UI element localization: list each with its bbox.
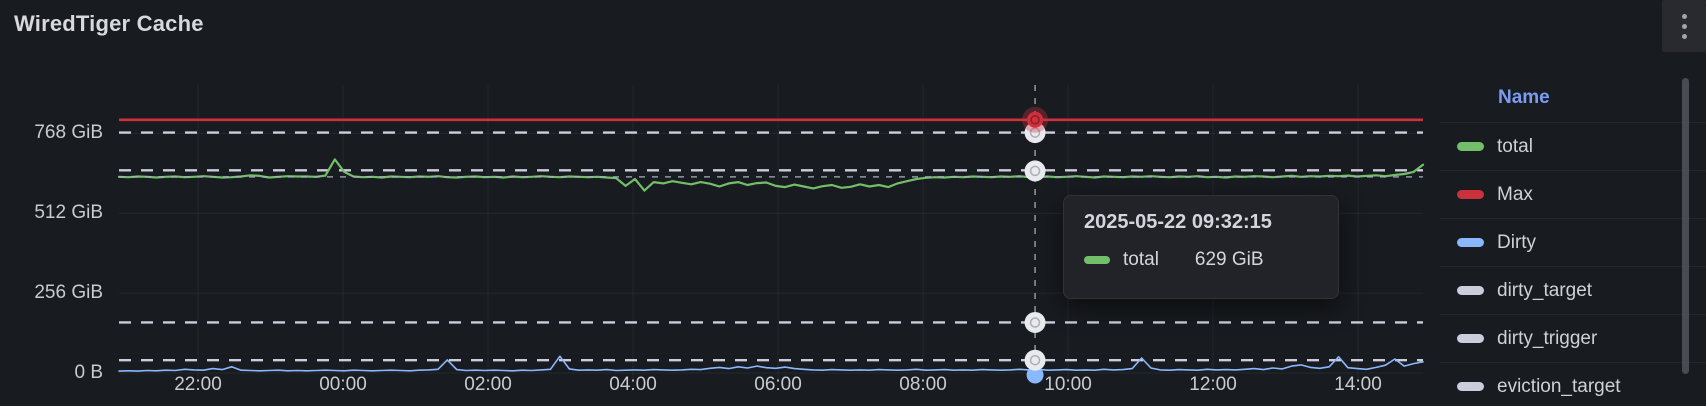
legend-scrollbar[interactable] [1682,78,1689,374]
y-tick-label: 256 GiB [34,282,103,304]
kebab-vertical-icon [1681,13,1687,39]
cursor-point-dirty [1026,366,1044,384]
legend-item-eviction_target[interactable]: eviction_target [1440,362,1706,406]
legend-item-total[interactable]: total [1440,122,1706,170]
tooltip-timestamp: 2025-05-22 09:32:15 [1084,211,1272,233]
legend-table: Name total Max Dirty dirty_target dirty_trig… [1440,74,1706,406]
legend-series-swatch [1457,334,1484,343]
legend-item-Dirty[interactable]: Dirty [1440,218,1706,266]
x-tick-label: 08:00 [899,374,947,395]
legend-series-swatch [1457,142,1484,151]
y-tick-label: 512 GiB [34,202,103,224]
x-tick-label: 06:00 [754,374,802,395]
legend-series-label: dirty_trigger [1497,327,1598,349]
cursor-point [1024,349,1046,371]
legend-series-label: Max [1497,183,1533,205]
legend-series-label: total [1497,135,1533,157]
legend-series-label: dirty_target [1497,279,1593,301]
x-tick-label: 22:00 [174,374,222,395]
legend-series-label: Dirty [1497,231,1537,253]
legend-series-swatch [1457,238,1484,247]
x-tick-label: 10:00 [1044,374,1092,395]
cursor-point [1024,160,1046,182]
y-tick-label: 0 B [74,362,103,383]
series-color-swatch [1084,256,1110,264]
x-tick-label: 04:00 [609,374,657,395]
cursor-point [1024,122,1046,144]
legend-item-dirty_trigger[interactable]: dirty_trigger [1440,314,1706,362]
panel-title: WiredTiger Cache [14,11,204,36]
panel-menu-button[interactable] [1662,0,1706,52]
legend-item-dirty_target[interactable]: dirty_target [1440,266,1706,314]
legend-item-Max[interactable]: Max [1440,170,1706,218]
legend-series-swatch [1457,286,1484,295]
legend-header-name: Name [1498,87,1550,108]
tooltip-series-value: 629 GiB [1194,249,1264,270]
legend-series-swatch [1457,190,1484,199]
cursor-point-max [1027,111,1044,128]
cursor-point [1024,311,1046,333]
x-tick-label: 02:00 [464,374,512,395]
x-tick-label: 14:00 [1334,374,1382,395]
tooltip-series-row: total 629 GiB [1084,249,1318,271]
x-tick-label: 12:00 [1189,374,1237,395]
legend-series-swatch [1457,382,1484,391]
chart-tooltip: 2025-05-22 09:32:15 total 629 GiB [1063,195,1339,299]
y-tick-label: 768 GiB [34,122,103,144]
legend-series-label: eviction_target [1497,375,1621,397]
tooltip-series-label: total [1123,249,1159,270]
x-tick-label: 00:00 [319,374,367,395]
